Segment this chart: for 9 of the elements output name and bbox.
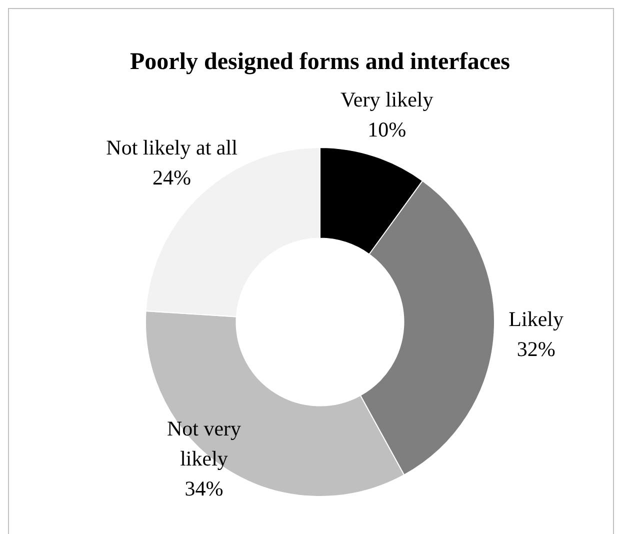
slice-label: Not very likely [166, 416, 242, 471]
data-label: 24% [152, 166, 192, 190]
data-label: 32% [516, 337, 556, 362]
data-label: 34% [184, 476, 224, 501]
data-label: 10% [368, 118, 406, 142]
chart-title: Poorly designed forms and interfaces [130, 49, 510, 76]
slice-label: Likely [508, 307, 564, 332]
slice-label: Not likely at all [106, 136, 238, 160]
slice-label: Very likely [340, 88, 434, 112]
